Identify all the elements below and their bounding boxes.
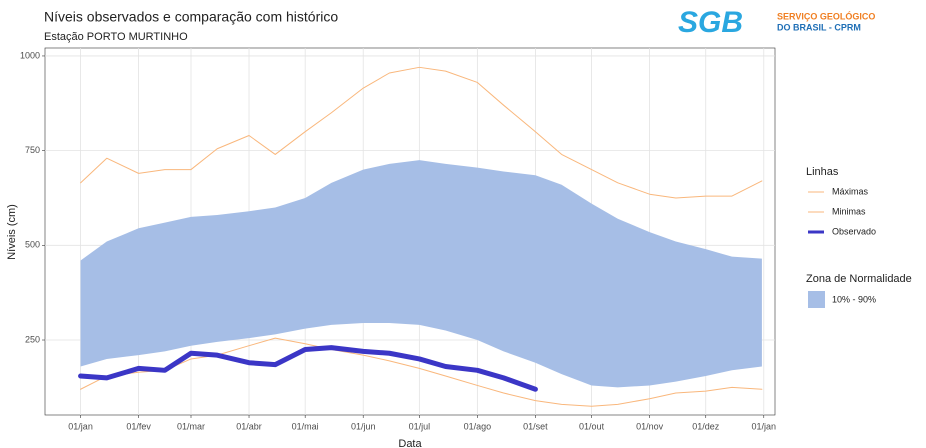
x-tick-label: 01/ago bbox=[464, 421, 492, 431]
x-tick-label: 01/out bbox=[579, 421, 605, 431]
x-tick-label: 01/dez bbox=[692, 421, 720, 431]
legend-title: Zona de Normalidade bbox=[806, 273, 912, 285]
legend-label: Minimas bbox=[832, 206, 866, 216]
x-tick-label: 01/mar bbox=[177, 421, 205, 431]
x-tick-label: 01/set bbox=[523, 421, 548, 431]
normal-band bbox=[80, 160, 762, 388]
chart-title: Níveis observados e comparação com histó… bbox=[44, 9, 338, 25]
x-tick-label: 01/jan bbox=[752, 421, 777, 431]
y-axis-label: Níveis (cm) bbox=[6, 204, 18, 260]
y-tick-label: 500 bbox=[25, 240, 40, 250]
x-tick-label: 01/nov bbox=[636, 421, 664, 431]
series-line bbox=[80, 66, 763, 199]
y-tick-label: 250 bbox=[25, 334, 40, 344]
x-tick-label: 01/jul bbox=[409, 421, 431, 431]
series-line bbox=[78, 345, 538, 392]
x-tick-label: 01/fev bbox=[126, 421, 151, 431]
x-tick-label: 01/abr bbox=[236, 421, 262, 431]
x-tick-label: 01/jun bbox=[351, 421, 376, 431]
x-axis-label: Data bbox=[398, 438, 422, 448]
chart-subtitle: Estação PORTO MURTINHO bbox=[44, 31, 188, 43]
y-tick-label: 1000 bbox=[20, 50, 40, 60]
legend-swatch bbox=[808, 291, 825, 308]
logo: SGB SERVIÇO GEOLÓGICO DO BRASIL - CPRM bbox=[678, 6, 875, 39]
logo-text: SERVIÇO GEOLÓGICO bbox=[777, 10, 875, 21]
y-tick-label: 750 bbox=[25, 145, 40, 155]
x-tick-label: 01/jan bbox=[68, 421, 93, 431]
logo-text: DO BRASIL - CPRM bbox=[777, 22, 861, 32]
series-line bbox=[80, 337, 763, 407]
logo-mark: SGB bbox=[678, 6, 743, 39]
legend-label: Observado bbox=[832, 226, 876, 236]
legend-title: Linhas bbox=[806, 166, 839, 178]
x-tick-label: 01/mai bbox=[292, 421, 319, 431]
legend-label: Máximas bbox=[832, 186, 869, 196]
legend-label: 10% - 90% bbox=[832, 294, 876, 304]
